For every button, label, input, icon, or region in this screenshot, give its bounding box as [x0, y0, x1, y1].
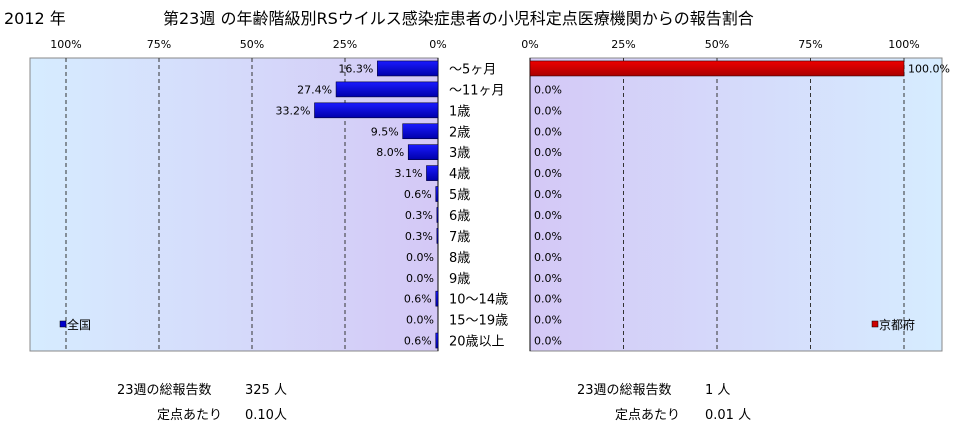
right-value-label: 0.0%	[534, 209, 562, 222]
category-label: 3歳	[449, 146, 470, 161]
right-value-label: 0.0%	[534, 272, 562, 285]
category-label: 20歳以上	[449, 335, 505, 350]
right-plot-background	[529, 57, 943, 352]
left-value-label: 0.0%	[406, 314, 434, 327]
left-bar	[436, 207, 439, 223]
right-tick-label: 0%	[521, 38, 538, 51]
right-legend-label: 京都府	[879, 317, 915, 332]
chart-title: 第23週 の年齢階級別RSウイルス感染症患者の小児科定点医療機関からの報告割合	[163, 9, 754, 28]
left-value-label: 0.0%	[406, 272, 434, 285]
left-bar	[436, 228, 439, 244]
right-value-label: 0.0%	[534, 293, 562, 306]
category-label: 9歳	[449, 272, 470, 287]
category-label: 5歳	[449, 188, 470, 203]
left-legend-label: 全国	[67, 317, 91, 332]
right-value-label: 0.0%	[534, 230, 562, 243]
left-tick-label: 25%	[333, 38, 357, 51]
left-value-label: 0.6%	[404, 335, 432, 348]
right-value-label: 0.0%	[534, 335, 562, 348]
left-bar	[314, 102, 439, 119]
left-plot-background	[29, 57, 439, 352]
left-bar	[335, 81, 439, 98]
left-bar	[435, 290, 439, 307]
right-value-label: 0.0%	[534, 167, 562, 180]
right-value-label: 0.0%	[534, 314, 562, 327]
left-bar	[407, 144, 439, 160]
left-bar	[435, 332, 439, 349]
right-tick-label: 75%	[798, 38, 822, 51]
left-value-label: 16.3%	[338, 62, 373, 75]
right-value-label: 100.0%	[908, 62, 950, 75]
left-value-label: 8.0%	[376, 146, 404, 159]
category-label: ～11ヶ月	[449, 83, 505, 98]
category-label: 6歳	[449, 209, 470, 224]
right-per-site-value: 0.01 人	[705, 408, 752, 423]
year-label: 2012 年	[4, 9, 66, 28]
left-tick-label: 75%	[147, 38, 171, 51]
right-value-label: 0.0%	[534, 83, 562, 96]
category-label: 15～19歳	[449, 314, 508, 329]
right-total-label: 23週の総報告数	[577, 383, 672, 398]
right-value-label: 0.0%	[534, 251, 562, 264]
left-legend-swatch	[59, 320, 67, 328]
category-label: 10～14歳	[449, 293, 508, 308]
right-total-value: 1 人	[705, 383, 731, 398]
left-value-label: 0.6%	[404, 293, 432, 306]
left-bar	[435, 186, 439, 202]
right-per-site-label: 定点あたり	[615, 408, 681, 423]
left-bar	[377, 60, 439, 77]
category-label: 8歳	[449, 251, 470, 266]
category-label: ～5ヶ月	[449, 62, 496, 77]
category-label: 2歳	[449, 125, 470, 140]
left-bar	[402, 123, 439, 140]
left-value-label: 3.1%	[395, 167, 423, 180]
left-tick-label: 50%	[240, 38, 264, 51]
category-label: 4歳	[449, 167, 470, 182]
right-tick-label: 100%	[888, 38, 919, 51]
left-value-label: 0.3%	[405, 230, 433, 243]
left-bar	[426, 165, 439, 181]
left-per-site-value: 0.10人	[245, 408, 287, 423]
left-total-value: 325 人	[245, 383, 287, 398]
right-value-label: 0.0%	[534, 146, 562, 159]
left-tick-label: 0%	[429, 38, 446, 51]
right-bar	[529, 60, 905, 77]
left-value-label: 0.3%	[405, 209, 433, 222]
left-value-label: 33.2%	[276, 104, 311, 117]
left-tick-label: 100%	[50, 38, 81, 51]
left-total-label: 23週の総報告数	[117, 383, 212, 398]
right-value-label: 0.0%	[534, 125, 562, 138]
left-value-label: 0.6%	[404, 188, 432, 201]
left-value-label: 27.4%	[297, 83, 332, 96]
right-tick-label: 25%	[611, 38, 635, 51]
category-label: 1歳	[449, 104, 470, 119]
left-value-label: 9.5%	[371, 125, 399, 138]
left-value-label: 0.0%	[406, 251, 434, 264]
category-label: 7歳	[449, 230, 470, 245]
right-value-label: 0.0%	[534, 188, 562, 201]
right-value-label: 0.0%	[534, 104, 562, 117]
right-tick-label: 50%	[705, 38, 729, 51]
right-legend-swatch	[871, 320, 879, 328]
left-per-site-label: 定点あたり	[157, 408, 223, 423]
